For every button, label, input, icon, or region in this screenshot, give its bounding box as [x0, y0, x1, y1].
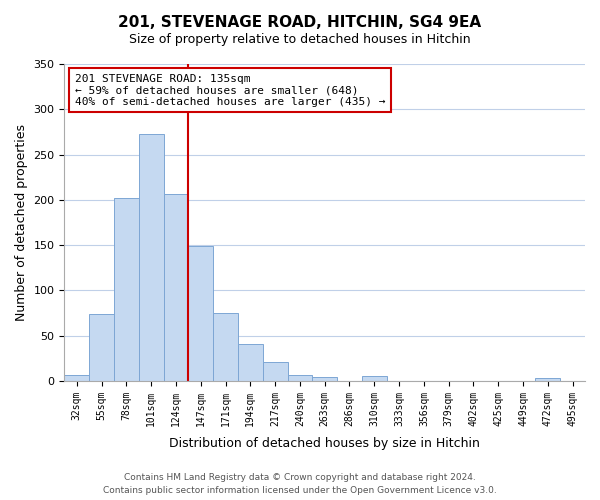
Bar — [263, 362, 287, 381]
Bar — [362, 376, 386, 381]
Text: 201, STEVENAGE ROAD, HITCHIN, SG4 9EA: 201, STEVENAGE ROAD, HITCHIN, SG4 9EA — [118, 15, 482, 30]
Bar — [313, 378, 337, 381]
Bar — [238, 344, 263, 381]
Y-axis label: Number of detached properties: Number of detached properties — [15, 124, 28, 321]
Text: Contains HM Land Registry data © Crown copyright and database right 2024.
Contai: Contains HM Land Registry data © Crown c… — [103, 473, 497, 495]
X-axis label: Distribution of detached houses by size in Hitchin: Distribution of detached houses by size … — [169, 437, 480, 450]
Bar — [164, 194, 188, 381]
Bar — [64, 374, 89, 381]
Text: 201 STEVENAGE ROAD: 135sqm
← 59% of detached houses are smaller (648)
40% of sem: 201 STEVENAGE ROAD: 135sqm ← 59% of deta… — [75, 74, 385, 106]
Bar — [287, 376, 313, 381]
Text: Size of property relative to detached houses in Hitchin: Size of property relative to detached ho… — [129, 32, 471, 46]
Bar — [139, 134, 164, 381]
Bar — [89, 314, 114, 381]
Bar — [535, 378, 560, 381]
Bar — [114, 198, 139, 381]
Bar — [213, 313, 238, 381]
Bar — [188, 246, 213, 381]
